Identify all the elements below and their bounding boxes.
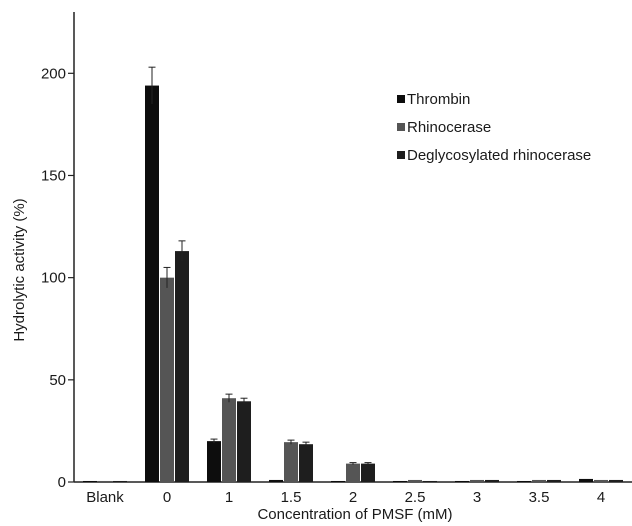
- bar-thrombin: [145, 85, 159, 482]
- bar-thrombin: [331, 480, 345, 482]
- legend-label: Thrombin: [407, 91, 470, 108]
- y-tick-label: 150: [41, 167, 66, 184]
- legend-label: Deglycosylated rhinocerase: [407, 147, 591, 164]
- y-tick-label: 50: [49, 372, 66, 389]
- x-axis-ticks: Blank 0 1 1.5 2 2.5 3 3.5 4: [86, 489, 605, 506]
- legend-swatch: [397, 95, 405, 103]
- bar-thrombin: [269, 479, 283, 482]
- bar-rhinocerase: [346, 463, 360, 482]
- bar-deglycosylated-rhinocerase: [547, 479, 561, 482]
- bar-thrombin: [83, 480, 97, 482]
- bar-deglycosylated-rhinocerase: [361, 463, 375, 482]
- legend: Thrombin Rhinocerase Deglycosylated rhinoc…: [397, 91, 591, 164]
- bar-deglycosylated-rhinocerase: [609, 479, 623, 482]
- bar-rhinocerase: [284, 442, 298, 482]
- bar-rhinocerase: [532, 479, 546, 482]
- bar-rhinocerase: [98, 480, 112, 482]
- bar-thrombin: [393, 480, 407, 482]
- bar-thrombin: [207, 441, 221, 482]
- y-tick-label: 200: [41, 65, 66, 82]
- y-axis-title: Hydrolytic activity (%): [11, 198, 28, 341]
- bar-deglycosylated-rhinocerase: [423, 480, 437, 482]
- bar-rhinocerase: [222, 398, 236, 482]
- x-tick-label: 4: [597, 489, 605, 506]
- legend-swatch: [397, 123, 405, 131]
- bar-rhinocerase: [408, 479, 422, 482]
- x-tick-label: 2: [349, 489, 357, 506]
- x-tick-label: 3: [473, 489, 481, 506]
- legend-label: Rhinocerase: [407, 119, 491, 136]
- bar-thrombin: [579, 478, 593, 482]
- bar-deglycosylated-rhinocerase: [237, 401, 251, 482]
- bar-deglycosylated-rhinocerase: [299, 444, 313, 482]
- x-tick-label: 0: [163, 489, 171, 506]
- bar-deglycosylated-rhinocerase: [485, 479, 499, 482]
- x-tick-label: 3.5: [529, 489, 550, 506]
- bar-rhinocerase: [594, 479, 608, 482]
- bar-rhinocerase: [470, 479, 484, 482]
- y-axis-ticks: 0 50 100 150 200: [41, 65, 74, 491]
- bar-deglycosylated-rhinocerase: [175, 251, 189, 482]
- bar-thrombin: [517, 480, 531, 482]
- y-tick-label: 100: [41, 270, 66, 287]
- bar-thrombin: [455, 480, 469, 482]
- legend-swatch: [397, 151, 405, 159]
- x-tick-label: 2.5: [405, 489, 426, 506]
- x-tick-label: 1.5: [281, 489, 302, 506]
- x-tick-label: 1: [225, 489, 233, 506]
- y-tick-label: 0: [58, 474, 66, 491]
- x-tick-label: Blank: [86, 489, 124, 506]
- x-axis-title: Concentration of PMSF (mM): [257, 506, 452, 523]
- bar-rhinocerase: [160, 277, 174, 482]
- bars-group: [83, 66, 623, 482]
- bar-deglycosylated-rhinocerase: [113, 480, 127, 482]
